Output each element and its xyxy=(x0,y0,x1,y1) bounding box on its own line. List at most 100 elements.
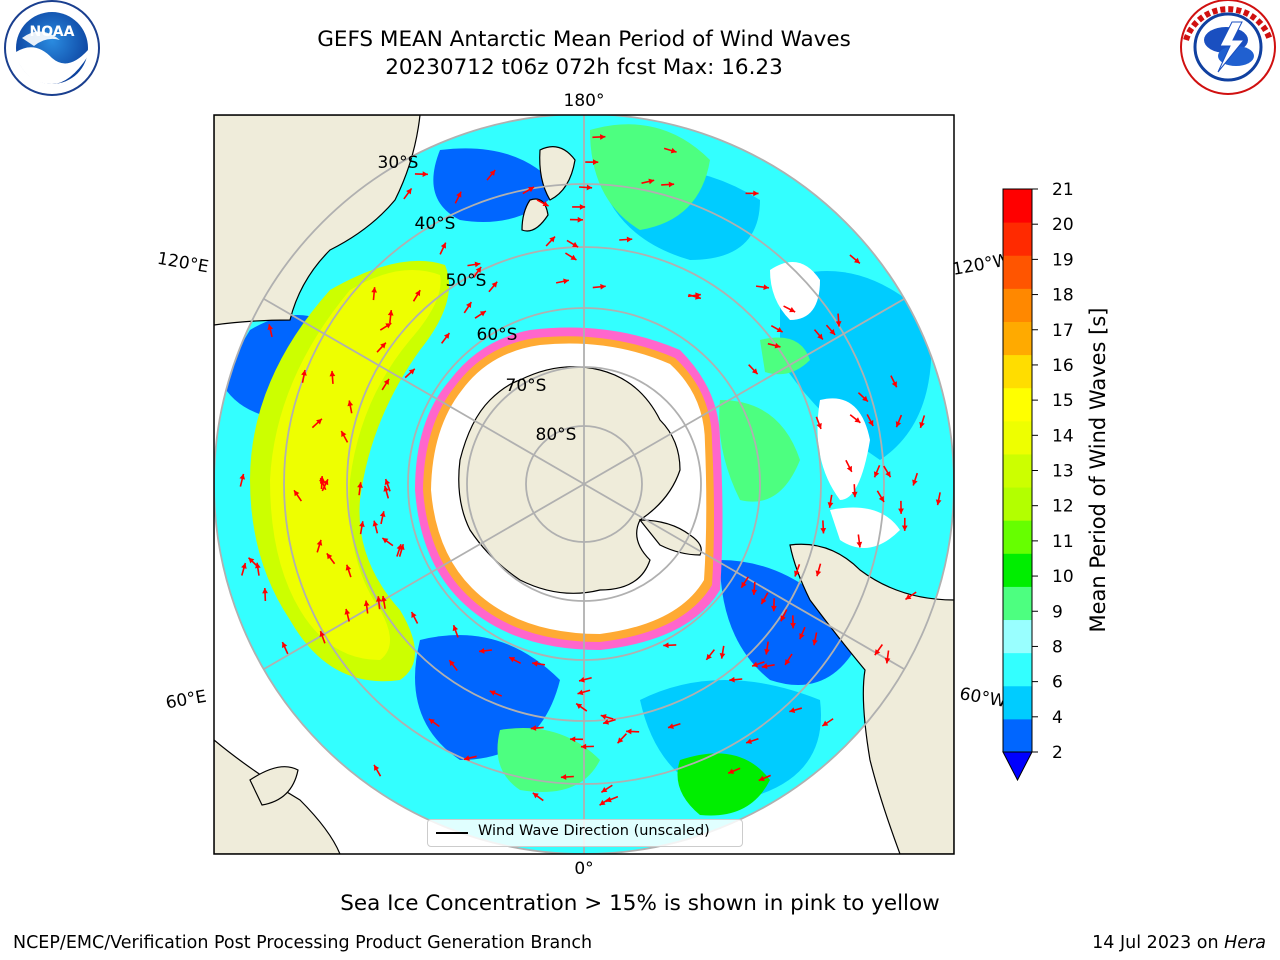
run-host: Hera xyxy=(1224,933,1266,953)
lon-label-180: 180° xyxy=(564,91,605,111)
wind-wave-arrow-head xyxy=(891,381,897,388)
wind-wave-arrow-head xyxy=(415,290,421,297)
wind-wave-arrow-head xyxy=(463,755,470,761)
colorbar-segment xyxy=(1003,321,1032,356)
wind-wave-arrow-head xyxy=(262,587,268,594)
wind-wave-arrow-head xyxy=(316,418,322,425)
colorbar-segment xyxy=(1003,487,1032,521)
wind-wave-arrow-head xyxy=(741,581,747,588)
colorbar-axis-label: Mean Period of Wind Waves [s] xyxy=(1086,307,1110,633)
map-legend: Wind Wave Direction (unscaled) xyxy=(427,819,743,847)
wind-wave-arrow-head xyxy=(827,502,834,508)
wind-wave-arrow-head xyxy=(281,642,288,649)
wind-wave-arrows xyxy=(239,134,942,806)
wind-wave-arrow-head xyxy=(816,422,822,429)
wind-wave-arrow-head xyxy=(577,216,583,223)
colorbar-segment xyxy=(1003,453,1032,488)
wind-wave-arrow-head xyxy=(789,707,796,713)
wind-wave-arrow-head xyxy=(668,181,675,188)
wind-wave-arrow-head xyxy=(344,608,351,615)
run-date: 14 Jul 2023 on Hera xyxy=(1092,933,1266,953)
wind-wave-arrow-head xyxy=(752,661,759,668)
wind-wave-arrow-head xyxy=(885,471,891,478)
wind-wave-arrow-head xyxy=(329,370,336,377)
colorbar-segment xyxy=(1003,354,1032,389)
wind-wave-arrow-head xyxy=(873,471,880,478)
lat-label-40s: 40°S xyxy=(415,214,456,234)
wind-wave-arrow-head xyxy=(799,633,805,640)
colorbar-tick-label: 19 xyxy=(1052,250,1074,270)
wind-wave-arrow-head xyxy=(846,465,852,472)
wind-wave-arrow-head xyxy=(456,191,462,198)
colorbar-tick-label: 14 xyxy=(1052,426,1074,446)
colorbar-segment xyxy=(1003,420,1032,455)
wind-wave-arrow-head xyxy=(822,720,829,726)
colorbar-segment xyxy=(1003,222,1032,256)
colorbar-tick-label: 17 xyxy=(1052,321,1074,341)
wind-wave-arrow-head xyxy=(829,329,836,335)
wind-wave-arrow-head xyxy=(790,623,796,629)
wind-wave-arrow-head xyxy=(586,184,593,191)
wind-wave-arrow-head xyxy=(794,570,800,577)
wind-wave-arrow-head xyxy=(817,333,823,340)
wind-wave-arrow-head xyxy=(408,368,415,375)
wind-wave-arrow-head xyxy=(919,421,925,428)
wind-wave-arrow-head xyxy=(542,200,549,207)
colorbar-segment xyxy=(1003,652,1032,687)
sea-ice-note: Sea Ice Concentration > 15% is shown in … xyxy=(340,891,940,916)
lat-label-50s: 50°S xyxy=(446,271,487,291)
colorbar-tick-label: 10 xyxy=(1052,567,1074,587)
colorbar-segment xyxy=(1003,553,1032,587)
colorbar-segment xyxy=(1003,288,1032,322)
wind-wave-arrow-head xyxy=(443,332,450,339)
wind-wave-arrow-head xyxy=(301,370,307,376)
colorbar: 2 4 6 8 9 10 11 12 13 14 15 16 17 18 19 20 21 xyxy=(1002,180,1074,763)
colorbar-segment xyxy=(1003,586,1032,621)
wind-wave-arrow-head xyxy=(371,287,378,293)
wind-wave-arrow-head xyxy=(905,594,912,600)
wind-wave-arrow-head xyxy=(895,421,902,428)
lat-label-70s: 70°S xyxy=(506,376,547,396)
wind-wave-arrow-head xyxy=(560,774,567,780)
wind-wave-arrow-head xyxy=(319,476,325,482)
wind-wave-arrow-head xyxy=(406,188,412,195)
wind-wave-arrow-head xyxy=(489,690,496,696)
wind-wave-arrow-head xyxy=(695,294,701,300)
wind-wave-arrow-head xyxy=(341,430,347,437)
noaa-logo-icon: NOAA xyxy=(4,0,100,96)
wind-wave-arrow-head xyxy=(422,171,428,178)
wind-wave-arrow-head xyxy=(898,508,904,514)
wind-wave-arrow-head xyxy=(854,417,861,423)
wind-wave-arrow-head xyxy=(780,615,786,622)
wind-wave-arrow-head xyxy=(323,479,329,486)
wind-wave-arrow-head xyxy=(248,557,255,564)
colorbar-tick-label: 4 xyxy=(1052,708,1063,728)
legend-line-swatch xyxy=(436,832,468,834)
map-subtitle: 20230712 t06z 072h fcst Max: 16.23 xyxy=(385,55,783,80)
colorbar-tick-label: 9 xyxy=(1052,602,1063,622)
colorbar-segment xyxy=(1003,520,1032,554)
wind-wave-arrow-head xyxy=(761,663,768,669)
colorbar-extend-arrow xyxy=(1002,751,1033,782)
wind-wave-arrow-head xyxy=(345,564,352,571)
wind-wave-arrow-head xyxy=(789,307,796,313)
wind-wave-arrow-head xyxy=(751,589,758,595)
wind-wave-arrow-head xyxy=(440,242,447,249)
colorbar-tick-label: 13 xyxy=(1052,462,1074,482)
wind-wave-arrow-head xyxy=(569,736,576,743)
wind-wave-arrow-head xyxy=(854,257,860,264)
wind-wave-arrow-head xyxy=(603,719,609,725)
wind-wave-arrow-head xyxy=(746,738,753,744)
legend-entry: Wind Wave Direction (unscaled) xyxy=(478,823,710,839)
map-title: GEFS MEAN Antarctic Mean Period of Wind … xyxy=(317,27,851,52)
wind-wave-arrow-head xyxy=(706,653,712,660)
graticule xyxy=(214,115,954,854)
wind-wave-arrow-head xyxy=(387,310,394,316)
wind-wave-arrow-head xyxy=(549,236,556,243)
land-masses xyxy=(214,115,954,854)
wind-wave-arrow-head xyxy=(239,473,246,480)
lon-label-60w: 60°W xyxy=(958,684,1008,712)
wind-wave-arrow-head xyxy=(851,491,858,498)
wind-wave-arrow-head xyxy=(579,676,585,683)
